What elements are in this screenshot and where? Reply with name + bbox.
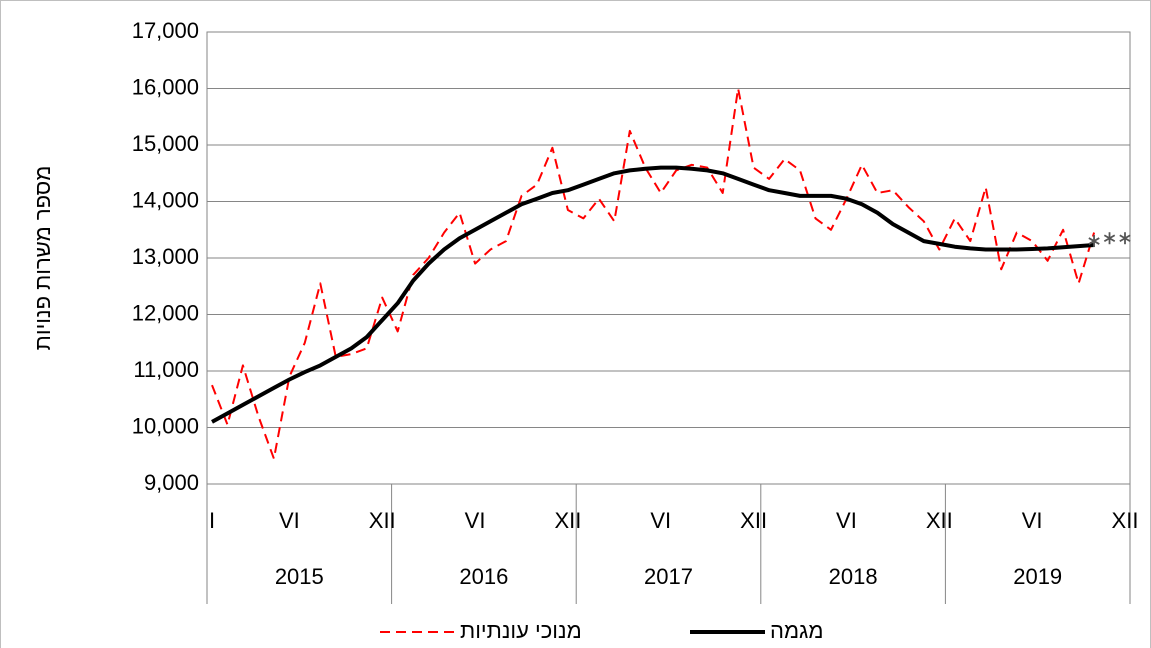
y-tick-label: 15,000 <box>132 131 199 156</box>
y-tick-label: 14,000 <box>132 187 199 212</box>
x-tick-label: XII <box>740 508 767 533</box>
group-label: 2016 <box>459 564 508 589</box>
group-label: 2018 <box>829 564 878 589</box>
x-tick-label: XII <box>369 508 396 533</box>
x-tick-label: XII <box>554 508 581 533</box>
x-tick-label: XII <box>926 508 953 533</box>
y-tick-label: 16,000 <box>132 74 199 99</box>
asterisk-marker <box>1103 232 1116 245</box>
x-tick-label: VI <box>1022 508 1043 533</box>
group-label: 2017 <box>644 564 693 589</box>
group-label: 2015 <box>275 564 324 589</box>
x-tick-label: VI <box>465 508 486 533</box>
y-tick-label: 13,000 <box>132 244 199 269</box>
y-tick-label: 10,000 <box>132 413 199 438</box>
asterisk-marker <box>1119 232 1131 245</box>
y-tick-label: 12,000 <box>132 300 199 325</box>
y-tick-label: 9,000 <box>144 470 199 495</box>
asterisk-marker <box>1088 235 1100 248</box>
plot-border <box>206 31 1131 485</box>
x-tick-label: VI <box>279 508 300 533</box>
x-tick-label: VI <box>650 508 671 533</box>
series-line <box>211 165 1095 424</box>
y-axis-label: מספר משרות פנויות <box>30 166 55 351</box>
x-tick-label: XII <box>1112 508 1139 533</box>
asterisk-stroke <box>1088 237 1100 245</box>
legend-label: מנוכי עונתיות <box>460 618 582 643</box>
x-tick-label: I <box>209 508 215 533</box>
y-tick-label: 17,000 <box>132 18 199 43</box>
y-tick-label: 11,000 <box>133 357 199 382</box>
x-tick-label: VI <box>836 508 857 533</box>
asterisk-stroke <box>1119 234 1131 243</box>
asterisk-stroke <box>1103 234 1116 243</box>
legend-label: מגמה <box>770 618 823 643</box>
group-label: 2019 <box>1013 564 1062 589</box>
series-line <box>211 87 1096 460</box>
